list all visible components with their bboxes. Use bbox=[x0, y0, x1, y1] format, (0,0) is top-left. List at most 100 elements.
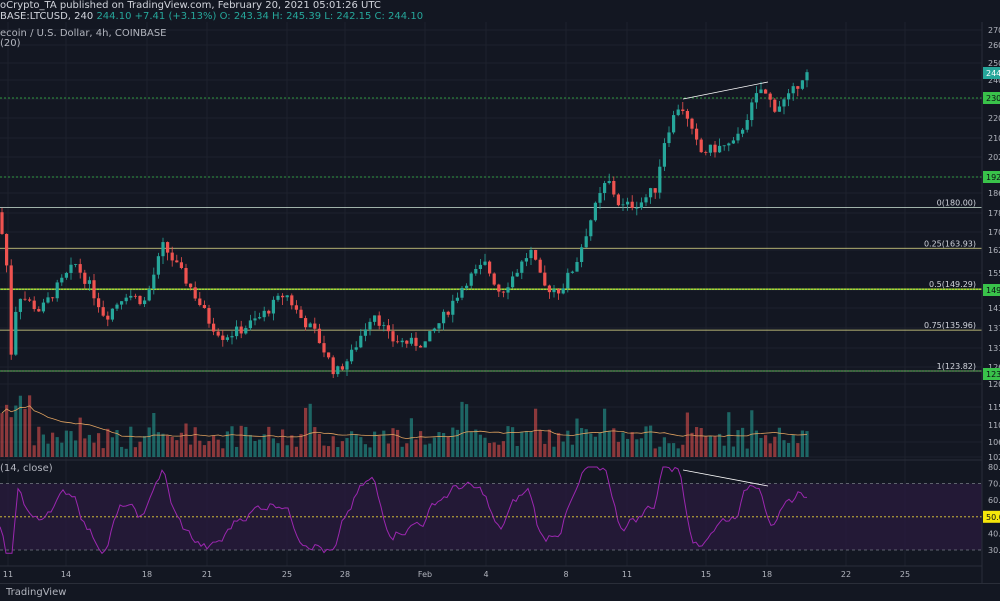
candle-body bbox=[478, 264, 482, 269]
candle-body bbox=[626, 201, 630, 205]
time-tick-label: 18 bbox=[762, 570, 772, 579]
volume-bar bbox=[258, 439, 262, 457]
volume-bar bbox=[143, 436, 147, 457]
symbol[interactable]: BASE:LTCUSD, 240 bbox=[0, 11, 94, 22]
volume-bar bbox=[331, 436, 335, 457]
price-tick-label: 186 bbox=[988, 189, 1000, 198]
fib-level-label: 0.5(149.29) bbox=[929, 280, 976, 289]
candle-body bbox=[32, 300, 36, 310]
candle-body bbox=[363, 329, 367, 336]
candle-body bbox=[488, 261, 492, 274]
candle-body bbox=[179, 262, 183, 268]
candle-body bbox=[713, 144, 717, 153]
candle-body bbox=[437, 323, 441, 329]
volume-bar bbox=[317, 433, 321, 457]
fib-level-label: 0.75(135.96) bbox=[924, 321, 976, 330]
volume-bar bbox=[327, 446, 331, 457]
volume-bar bbox=[593, 436, 597, 457]
candle-body bbox=[699, 139, 703, 153]
volume-bar bbox=[0, 413, 4, 457]
volume-bar bbox=[630, 432, 634, 457]
tradingview-logo-text[interactable]: TradingView bbox=[6, 587, 67, 598]
price-tick-label: 137 bbox=[988, 324, 1000, 333]
candle-body bbox=[143, 300, 147, 305]
volume-bar bbox=[386, 443, 390, 457]
volume-bar bbox=[791, 435, 795, 457]
time-tick-label: 21 bbox=[202, 570, 212, 579]
volume-bar bbox=[437, 432, 441, 457]
volume-bars bbox=[0, 395, 809, 457]
time-axis[interactable]: 11 14 18 21 25 28 Feb 4 8 11 15 18 22 25 bbox=[3, 570, 910, 579]
volume-bar bbox=[23, 408, 27, 457]
volume-bar bbox=[607, 430, 611, 457]
price-tick-label: 131 bbox=[988, 344, 1000, 353]
volume-bar bbox=[736, 430, 740, 457]
volume-bar bbox=[230, 426, 234, 457]
candle-body bbox=[166, 242, 170, 253]
time-tick-label: 15 bbox=[701, 570, 711, 579]
volume-bar bbox=[156, 432, 160, 457]
volume-legend[interactable]: (20) bbox=[0, 38, 21, 49]
candle-body bbox=[754, 93, 758, 103]
volume-bar bbox=[198, 440, 202, 457]
volume-bar bbox=[37, 426, 41, 457]
candle-body bbox=[423, 341, 427, 348]
volume-bar bbox=[603, 408, 607, 457]
volume-bar bbox=[589, 433, 593, 457]
footer: TradingView bbox=[0, 583, 1000, 601]
rsi-tick-label: 60.0 bbox=[988, 496, 1000, 505]
candle-body bbox=[580, 247, 584, 262]
candle-body bbox=[262, 310, 266, 318]
pair-legend[interactable]: ecoin / U.S. Dollar, 4h, COINBASE bbox=[0, 28, 167, 39]
volume-bar bbox=[524, 430, 528, 457]
level-label-box bbox=[983, 171, 1000, 183]
volume-bar bbox=[138, 441, 142, 457]
candle-body bbox=[524, 258, 528, 262]
volume-bar bbox=[713, 436, 717, 457]
candle-body bbox=[23, 298, 27, 300]
volume-bar bbox=[644, 426, 648, 457]
volume-bar bbox=[244, 426, 248, 457]
volume-bar bbox=[759, 437, 763, 457]
candle-body bbox=[230, 336, 234, 338]
volume-bar bbox=[248, 434, 252, 457]
volume-ma-line bbox=[1, 405, 808, 440]
volume-bar bbox=[635, 439, 639, 457]
volume-bar bbox=[391, 428, 395, 457]
candle-body bbox=[101, 307, 105, 316]
candle-body bbox=[396, 341, 400, 343]
volume-bar bbox=[708, 435, 712, 457]
volume-bar bbox=[538, 430, 542, 457]
volume-bar bbox=[368, 447, 372, 457]
volume-bar bbox=[166, 435, 170, 457]
volume-bar bbox=[74, 440, 78, 457]
volume-bar bbox=[465, 404, 469, 457]
time-tick-label: 14 bbox=[61, 570, 71, 579]
candle-body bbox=[133, 295, 137, 297]
candle-body bbox=[649, 188, 653, 198]
candle-body bbox=[106, 315, 110, 320]
candle-body bbox=[621, 204, 625, 206]
volume-bar bbox=[120, 446, 124, 457]
price-axis[interactable]: 2702602502402302202102021941861781701621… bbox=[983, 26, 1000, 462]
candle-body bbox=[529, 249, 533, 259]
candle-body bbox=[202, 305, 206, 309]
rsi-legend[interactable]: (14, close) bbox=[0, 463, 53, 474]
price-tick-label: 102 bbox=[988, 453, 1000, 462]
volume-bar bbox=[55, 437, 59, 457]
rsi-axis[interactable]: 80.070.060.050.040.030.050.0 bbox=[983, 463, 1000, 555]
candle-body bbox=[501, 291, 505, 293]
volume-bar bbox=[170, 436, 174, 457]
candle-body bbox=[28, 299, 32, 301]
volume-bar bbox=[373, 431, 377, 457]
volume-bar bbox=[570, 444, 574, 457]
candlesticks[interactable] bbox=[0, 69, 809, 379]
volume-bar bbox=[805, 431, 809, 457]
volume-bar bbox=[101, 448, 105, 457]
candle-body bbox=[313, 323, 317, 329]
volume-bar bbox=[60, 442, 64, 457]
candle-body bbox=[41, 302, 45, 312]
candle-body bbox=[741, 129, 745, 134]
volume-bar bbox=[501, 441, 505, 457]
